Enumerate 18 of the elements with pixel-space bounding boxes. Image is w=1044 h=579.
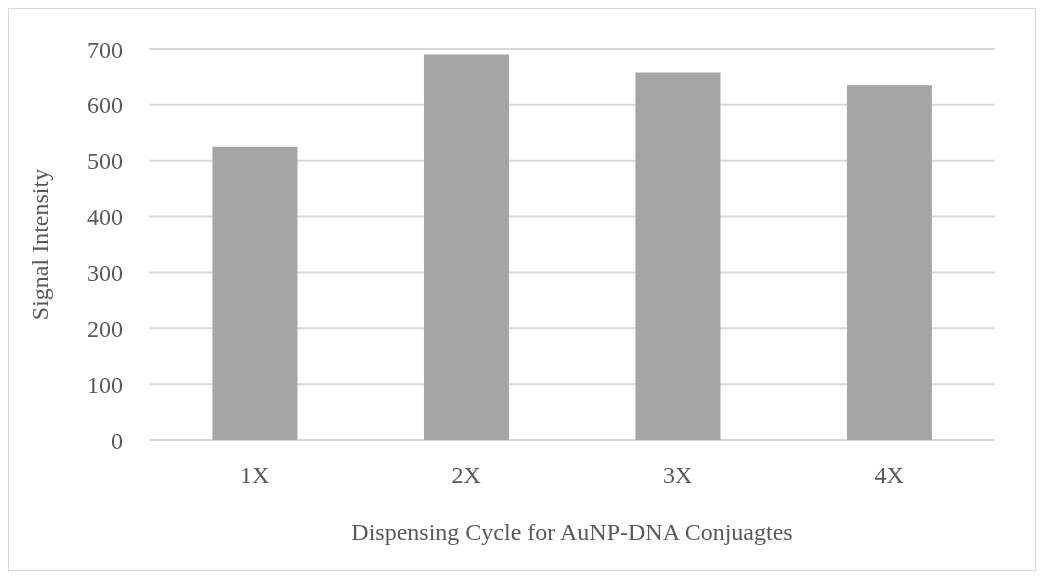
x-tick-label: 2X — [451, 462, 481, 489]
x-tick-label: 4X — [874, 462, 904, 489]
y-tick-label: 400 — [87, 204, 123, 231]
bar — [635, 72, 721, 440]
y-tick-label: 700 — [87, 36, 123, 63]
y-tick-label: 500 — [87, 148, 123, 175]
y-tick-label: 600 — [87, 92, 123, 119]
bar — [423, 54, 509, 440]
bar — [212, 146, 298, 440]
x-tick-label: 3X — [663, 462, 693, 489]
x-axis-title: Dispensing Cycle for AuNP-DNA Conjuagtes — [351, 519, 793, 545]
y-tick-label: 300 — [87, 259, 123, 286]
y-tick-label: 0 — [111, 427, 123, 454]
x-tick-label: 1X — [240, 462, 270, 489]
y-axis-title: Signal Intensity — [26, 168, 53, 321]
bar — [846, 85, 932, 440]
y-tick-label: 200 — [87, 315, 123, 342]
y-tick-label: 100 — [87, 371, 123, 398]
